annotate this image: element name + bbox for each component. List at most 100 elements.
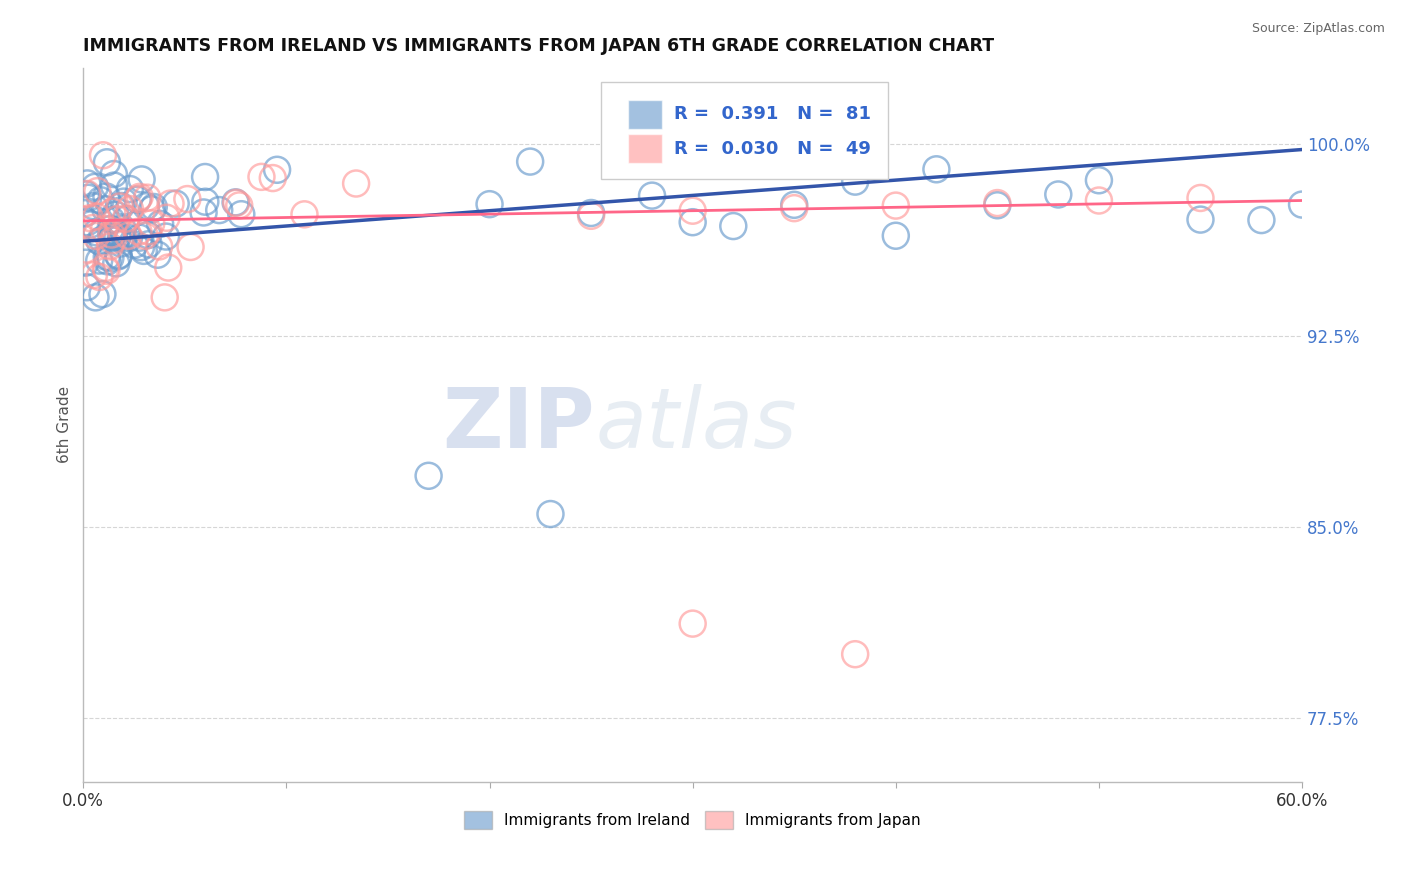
Text: Source: ZipAtlas.com: Source: ZipAtlas.com bbox=[1251, 22, 1385, 36]
Point bbox=[1189, 212, 1212, 227]
Point bbox=[228, 198, 250, 212]
Text: ZIP: ZIP bbox=[443, 384, 595, 466]
Point bbox=[641, 188, 664, 202]
Y-axis label: 6th Grade: 6th Grade bbox=[58, 386, 72, 463]
Point bbox=[100, 227, 122, 242]
Point bbox=[128, 230, 150, 244]
Point bbox=[131, 172, 153, 186]
Point bbox=[155, 211, 177, 225]
Point bbox=[101, 204, 124, 219]
Point bbox=[157, 260, 180, 275]
Point bbox=[86, 184, 108, 198]
Point bbox=[84, 229, 107, 244]
Point bbox=[89, 269, 111, 284]
Point bbox=[91, 148, 114, 162]
Point bbox=[115, 212, 138, 227]
Point bbox=[1250, 213, 1272, 227]
Point bbox=[127, 193, 149, 207]
Point bbox=[250, 169, 273, 184]
Point bbox=[194, 194, 217, 209]
Text: R =  0.030   N =  49: R = 0.030 N = 49 bbox=[675, 140, 872, 158]
Text: R =  0.391   N =  81: R = 0.391 N = 81 bbox=[675, 105, 872, 123]
Point bbox=[478, 197, 501, 211]
Point bbox=[110, 230, 132, 244]
Point bbox=[141, 202, 163, 217]
Point bbox=[1047, 187, 1070, 202]
Point bbox=[111, 221, 134, 235]
Point bbox=[141, 216, 163, 230]
Point bbox=[101, 226, 124, 240]
Point bbox=[884, 228, 907, 243]
Point bbox=[194, 169, 217, 184]
Point bbox=[79, 211, 101, 226]
Point bbox=[84, 290, 107, 304]
Point bbox=[844, 647, 866, 661]
Point bbox=[165, 196, 187, 211]
Point bbox=[90, 193, 112, 207]
Point bbox=[79, 218, 101, 232]
Point bbox=[118, 231, 141, 245]
Point bbox=[89, 235, 111, 249]
Point bbox=[138, 224, 160, 238]
Point bbox=[682, 215, 704, 229]
Point bbox=[682, 616, 704, 631]
Point bbox=[82, 221, 104, 235]
Point bbox=[96, 189, 118, 203]
Point bbox=[96, 155, 118, 169]
Point bbox=[418, 468, 440, 483]
Point bbox=[82, 199, 104, 213]
Point bbox=[75, 206, 97, 220]
Point bbox=[103, 178, 125, 193]
Point bbox=[132, 244, 155, 258]
Point bbox=[107, 248, 129, 262]
Point bbox=[127, 225, 149, 239]
Point bbox=[76, 177, 98, 191]
Point bbox=[266, 162, 288, 177]
Point bbox=[176, 192, 198, 206]
Point bbox=[783, 198, 806, 212]
Point bbox=[136, 191, 159, 205]
Point bbox=[135, 199, 157, 213]
Point bbox=[97, 254, 120, 268]
Point bbox=[83, 268, 105, 282]
Point bbox=[76, 280, 98, 294]
Point bbox=[98, 251, 121, 265]
Point bbox=[262, 171, 284, 186]
Point bbox=[128, 190, 150, 204]
Point bbox=[91, 233, 114, 247]
Point bbox=[579, 206, 602, 220]
Point bbox=[118, 182, 141, 196]
Point bbox=[89, 253, 111, 268]
Point bbox=[127, 192, 149, 206]
Point bbox=[112, 194, 135, 209]
Point bbox=[682, 203, 704, 218]
Point bbox=[294, 207, 316, 221]
Point bbox=[1088, 173, 1111, 187]
Point bbox=[76, 215, 98, 229]
Point bbox=[94, 202, 117, 217]
Point bbox=[129, 240, 152, 254]
Point bbox=[93, 222, 115, 236]
Point bbox=[148, 239, 170, 253]
Point bbox=[114, 211, 136, 226]
Point bbox=[96, 250, 118, 264]
Point bbox=[159, 196, 181, 211]
Point bbox=[96, 264, 118, 278]
Point bbox=[103, 167, 125, 181]
Point bbox=[1088, 194, 1111, 208]
Point bbox=[118, 202, 141, 216]
Point bbox=[344, 177, 367, 191]
Point bbox=[110, 236, 132, 251]
Point bbox=[149, 217, 172, 231]
Point bbox=[91, 287, 114, 301]
Point bbox=[100, 229, 122, 244]
Point bbox=[153, 290, 176, 304]
Point bbox=[925, 162, 948, 177]
Point bbox=[519, 154, 541, 169]
Point bbox=[107, 229, 129, 244]
Text: IMMIGRANTS FROM IRELAND VS IMMIGRANTS FROM JAPAN 6TH GRADE CORRELATION CHART: IMMIGRANTS FROM IRELAND VS IMMIGRANTS FR… bbox=[83, 37, 994, 55]
Point bbox=[86, 210, 108, 224]
Point bbox=[105, 256, 128, 270]
Point bbox=[104, 208, 127, 222]
Point bbox=[723, 219, 745, 233]
